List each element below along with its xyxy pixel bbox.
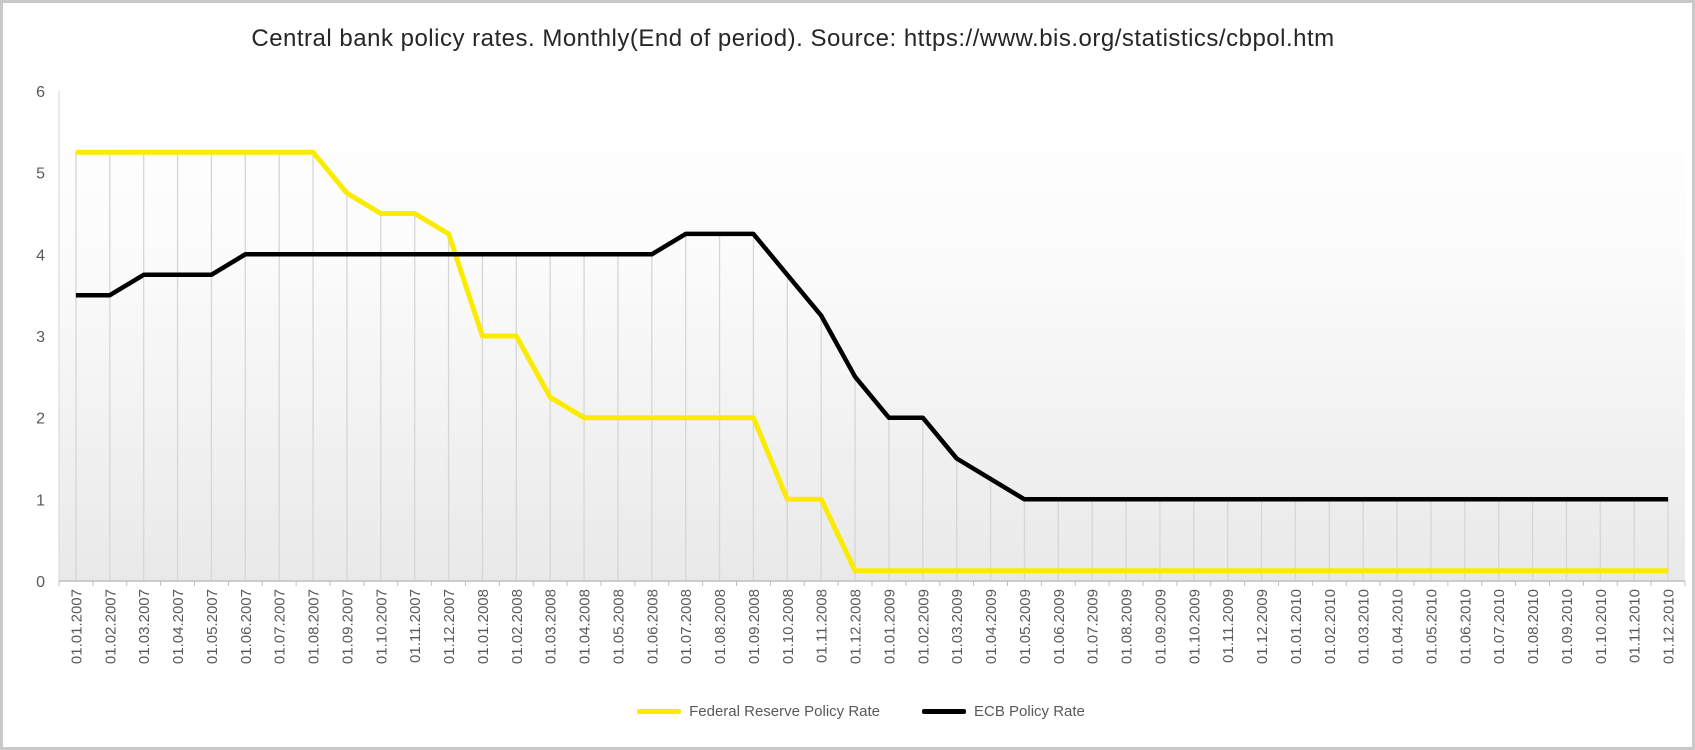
legend: Federal Reserve Policy Rate ECB Policy R… — [3, 703, 1692, 720]
x-tick-label: 01.08.2007 — [306, 589, 323, 664]
x-tick-label: 01.10.2008 — [780, 589, 797, 664]
x-tick-label: 01.03.2008 — [543, 589, 560, 664]
x-tick-label: 01.12.2008 — [848, 589, 865, 664]
x-tick-label: 01.02.2008 — [509, 589, 526, 664]
x-tick-label: 01.12.2007 — [441, 589, 458, 664]
y-tick-label: 5 — [36, 166, 45, 183]
x-tick-label: 01.01.2010 — [1288, 589, 1305, 664]
x-tick-label: 01.11.2007 — [407, 589, 424, 663]
x-tick-label: 01.11.2008 — [814, 589, 831, 663]
y-tick-label: 6 — [36, 84, 45, 101]
x-tick-label: 01.07.2009 — [1085, 589, 1102, 664]
legend-item-fed: Federal Reserve Policy Rate — [637, 703, 880, 720]
x-tick-label: 01.08.2008 — [712, 589, 729, 664]
x-tick-label: 01.06.2007 — [238, 589, 255, 664]
x-tick-label: 01.03.2009 — [949, 589, 966, 664]
fed-series-swatch — [637, 709, 682, 714]
x-tick-label: 01.04.2007 — [170, 589, 187, 664]
x-tick-label: 01.11.2009 — [1220, 589, 1237, 663]
x-tick-label: 01.01.2009 — [881, 589, 898, 664]
x-tick-label: 01.12.2010 — [1661, 589, 1678, 664]
x-tick-label: 01.07.2007 — [272, 589, 289, 664]
x-tick-label: 01.06.2008 — [644, 589, 661, 664]
x-tick-label: 01.07.2010 — [1491, 589, 1508, 664]
x-tick-label: 01.05.2010 — [1423, 589, 1440, 664]
plot-area: 0 1 2 3 4 5 6 01.01.2007 01.02.2007 01.03.2007 01.… — [36, 84, 1686, 664]
x-tick-label: 01.03.2007 — [136, 589, 153, 664]
x-tick-label: 01.05.2009 — [1017, 589, 1034, 664]
legend-item-ecb: ECB Policy Rate — [922, 703, 1085, 720]
x-tick-label: 01.06.2010 — [1457, 589, 1474, 664]
x-tick-label: 01.04.2009 — [983, 589, 1000, 664]
x-tick-label: 01.09.2009 — [1152, 589, 1169, 664]
ecb-series-line — [75, 231, 1669, 502]
x-tick-label: 01.02.2010 — [1322, 589, 1339, 664]
x-tick-label: 01.01.2007 — [68, 589, 85, 664]
x-tick-label: 01.10.2007 — [373, 589, 390, 664]
x-tick-label: 01.12.2009 — [1254, 589, 1271, 664]
chart-title: Central bank policy rates. Monthly(End o… — [251, 25, 1335, 52]
x-tick-label: 01.09.2008 — [746, 589, 763, 664]
x-tick-label: 01.08.2009 — [1119, 589, 1136, 664]
y-tick-label: 1 — [36, 492, 45, 509]
x-tick-label: 01.01.2008 — [475, 589, 492, 664]
x-tick-label: 01.02.2009 — [915, 589, 932, 664]
x-tick-label: 01.10.2009 — [1186, 589, 1203, 664]
x-tick-label: 01.03.2010 — [1356, 589, 1373, 664]
y-tick-label: 2 — [36, 411, 45, 428]
y-tick-label: 3 — [36, 329, 45, 346]
x-tick-label: 01.02.2007 — [102, 589, 119, 664]
x-tick-label: 01.08.2010 — [1525, 589, 1542, 664]
ecb-series-label: ECB Policy Rate — [974, 703, 1085, 720]
ecb-series-swatch — [922, 709, 967, 714]
x-tick-label: 01.11.2010 — [1627, 589, 1644, 663]
x-tick-label: 01.05.2007 — [204, 589, 221, 664]
fed-series-line — [75, 149, 1669, 574]
x-tick-label: 01.04.2010 — [1390, 589, 1407, 664]
plot-background — [59, 91, 1685, 581]
y-tick-label: 0 — [36, 574, 45, 591]
y-tick-label: 4 — [36, 247, 45, 264]
x-tick-label: 01.09.2010 — [1559, 589, 1576, 664]
x-tick-label: 01.09.2007 — [339, 589, 356, 664]
x-tick-label: 01.10.2010 — [1593, 589, 1610, 664]
fed-series-label: Federal Reserve Policy Rate — [689, 703, 881, 720]
x-tick-label: 01.05.2008 — [610, 589, 627, 664]
x-tick-label: 01.06.2009 — [1051, 589, 1068, 664]
x-tick-label: 01.04.2008 — [577, 589, 594, 664]
x-tick-label: 01.07.2008 — [678, 589, 695, 664]
